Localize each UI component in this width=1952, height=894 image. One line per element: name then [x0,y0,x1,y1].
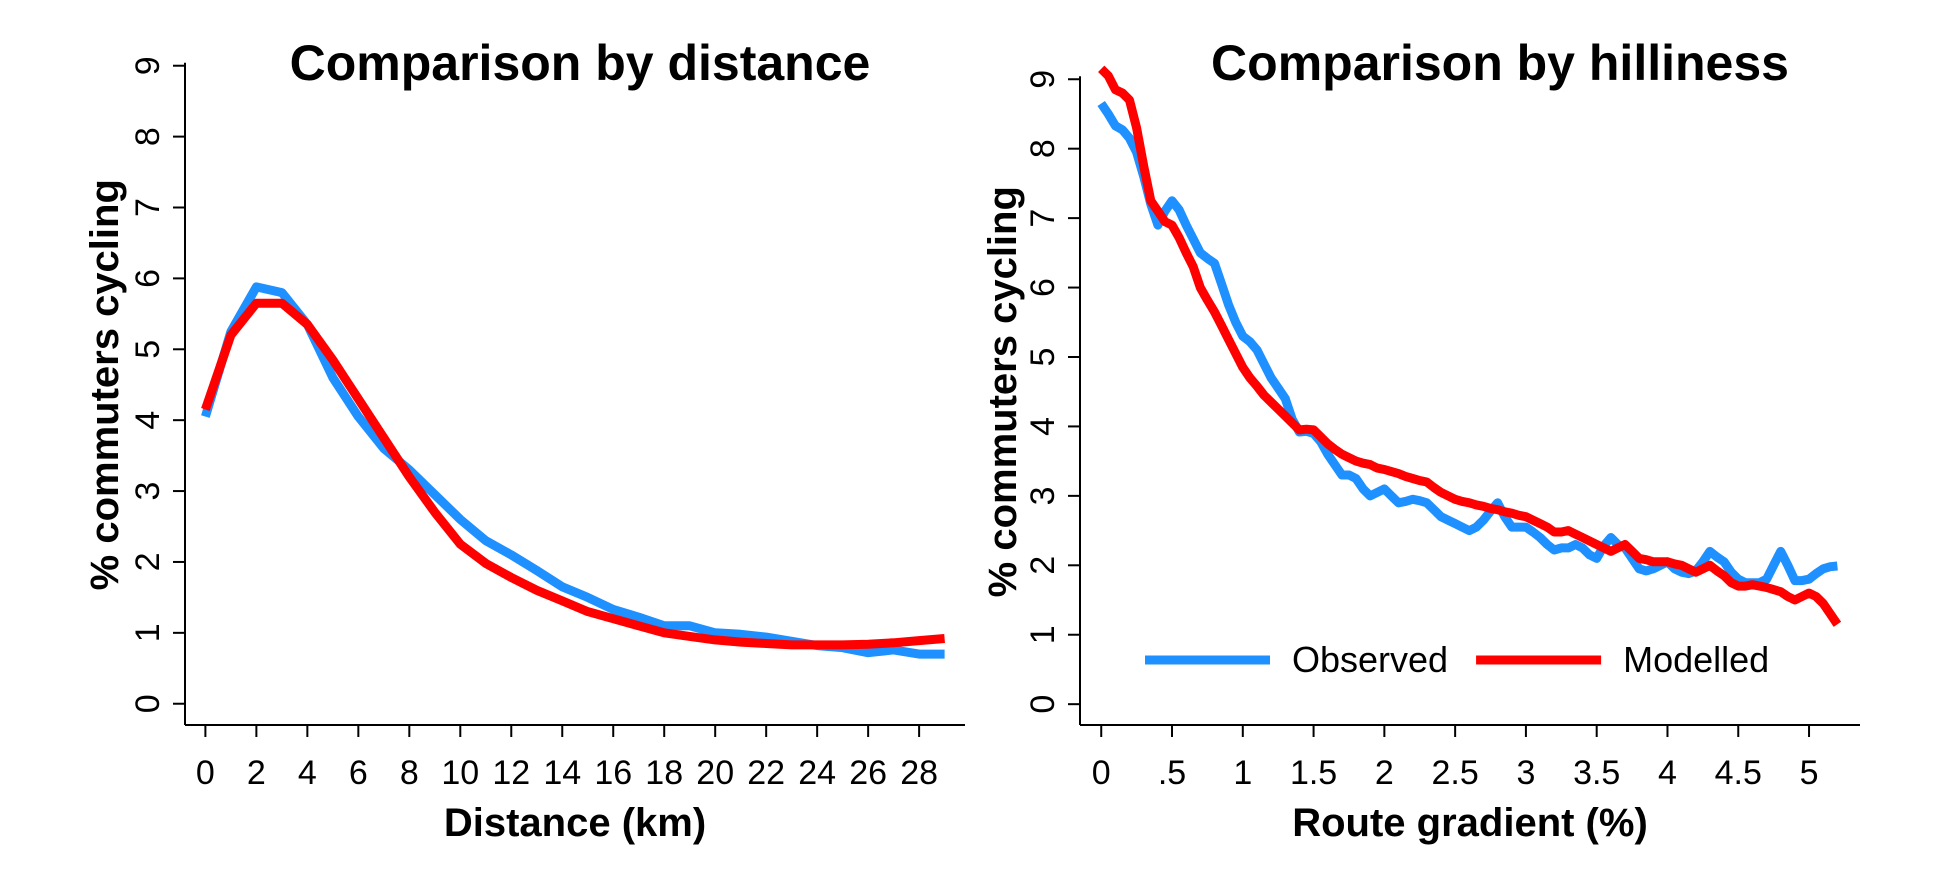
y-tick-label: 1 [1024,625,1062,644]
y-tick-label: 3 [129,482,167,501]
x-tick-label: 28 [900,754,938,792]
y-tick-label: 3 [1024,486,1062,505]
x-tick-label: 24 [798,754,836,792]
x-tick-label: 4 [298,754,317,792]
legend-label-modelled: Modelled [1623,639,1769,680]
chart-title: Comparison by hilliness [1211,35,1789,91]
x-tick-label: 14 [543,754,581,792]
x-tick-label: 18 [645,754,683,792]
y-tick-label: 9 [1024,70,1062,89]
chart-hilliness: 0 1 2 3 4 5 6 7 8 9 0 .5 1 1.5 2 2.5 3 3.5 4 4.5 5 Comparison… [981,35,1860,845]
x-tick-label: 2.5 [1432,754,1479,792]
y-tick-label: 6 [129,269,167,288]
y-tick-label: 4 [1024,417,1062,436]
y-tick-label: 0 [129,694,167,713]
x-tick-label: 26 [849,754,887,792]
y-tick-label: 8 [1024,139,1062,158]
legend: Observed Modelled [1145,639,1769,680]
y-tick-label: 6 [1024,278,1062,297]
x-tick-label: 4 [1658,754,1677,792]
x-tick-label: .5 [1158,754,1186,792]
x-tick-label: 22 [747,754,785,792]
y-tick-label: 1 [129,623,167,642]
x-tick-label: 0 [196,754,215,792]
x-tick-label: 16 [594,754,632,792]
y-tick-label: 2 [1024,556,1062,575]
x-tick-label: 12 [492,754,530,792]
x-tick-label: 2 [247,754,266,792]
y-tick-label: 7 [1024,209,1062,228]
x-tick-label: 5 [1800,754,1819,792]
x-tick-label: 3.5 [1573,754,1620,792]
chart-title: Comparison by distance [290,35,871,91]
x-tick-label: 4.5 [1715,754,1762,792]
series-1-series-line [201,298,945,650]
y-tick-label: 4 [129,411,167,430]
x-axis-title: Distance (km) [444,801,706,845]
x-tick-label: 1.5 [1290,754,1337,792]
x-axis-title: Route gradient (%) [1292,801,1648,845]
legend-label-observed: Observed [1292,639,1448,680]
y-tick-label: 5 [1024,348,1062,367]
x-tick-label: 10 [441,754,479,792]
x-tick-label: 20 [696,754,734,792]
y-tick-label: 2 [129,552,167,571]
y-tick-label: 8 [129,127,167,146]
x-tick-label: 0 [1092,754,1111,792]
y-tick-label: 9 [129,56,167,75]
x-tick-label: 8 [400,754,419,792]
y-tick-label: 0 [1024,695,1062,714]
x-tick-label: 6 [349,754,368,792]
x-tick-label: 1 [1233,754,1252,792]
y-axis-title: % commuters cycling [83,179,127,590]
y-tick-label: 5 [129,340,167,359]
y-tick-label: 7 [129,198,167,217]
modelled-series-line [1098,65,1842,627]
x-tick-label: 2 [1375,754,1394,792]
observed-series-line [1097,100,1838,588]
y-axis-title: % commuters cycling [981,186,1025,597]
x-tick-label: 3 [1516,754,1535,792]
